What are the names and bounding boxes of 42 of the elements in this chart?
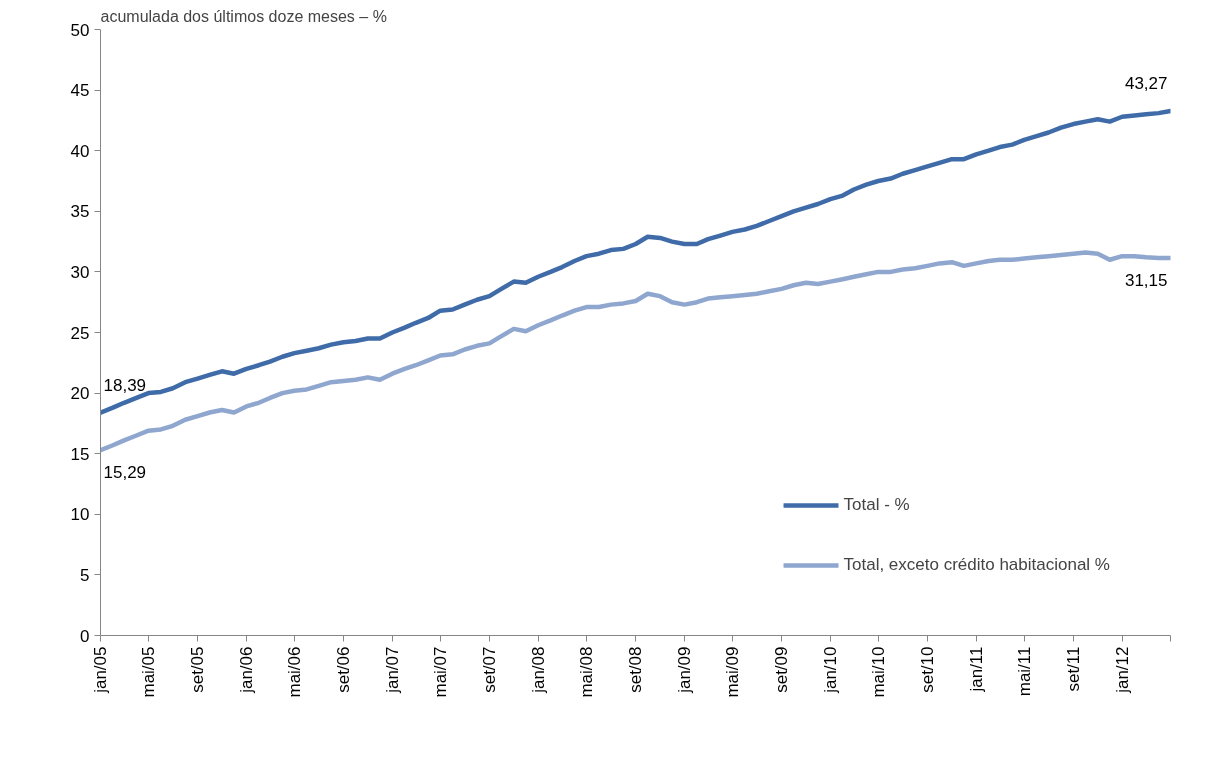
x-tick-label: mai/08 xyxy=(577,646,597,698)
legend-label: Total - % xyxy=(843,495,910,515)
x-tick-label: jan/08 xyxy=(528,646,548,694)
x-tick-label: jan/10 xyxy=(820,646,840,694)
x-tick-label: jan/06 xyxy=(236,646,256,694)
y-tick-label: 10 xyxy=(70,505,90,525)
x-tick-label: jan/09 xyxy=(674,646,694,694)
y-tick-label: 35 xyxy=(70,202,90,222)
data-label: 31,15 xyxy=(1124,270,1168,290)
x-tick-label: set/10 xyxy=(917,646,937,693)
x-tick-label: jan/12 xyxy=(1112,646,1132,694)
data-label: 43,27 xyxy=(1124,74,1168,94)
x-tick-label: set/07 xyxy=(479,646,499,693)
y-tick-label: 5 xyxy=(80,565,90,585)
y-tick-label: 25 xyxy=(70,323,90,343)
x-tick-label: mai/06 xyxy=(284,646,304,698)
x-tick-label: set/11 xyxy=(1063,646,1083,692)
x-tick-label: set/08 xyxy=(626,646,646,693)
y-tick-label: 30 xyxy=(70,262,90,282)
y-tick-label: 50 xyxy=(70,20,90,40)
y-tick-label: 40 xyxy=(70,141,90,161)
x-tick-label: set/09 xyxy=(772,646,792,693)
x-tick-label: mai/09 xyxy=(722,646,742,698)
chart-title: acumulada dos últimos doze meses – % xyxy=(100,7,387,25)
x-tick-label: mai/10 xyxy=(868,646,888,698)
x-tick-label: mai/11 xyxy=(1014,646,1034,697)
y-tick-label: 15 xyxy=(70,444,90,464)
x-tick-label: set/05 xyxy=(188,646,208,693)
x-tick-label: mai/05 xyxy=(138,646,158,698)
y-tick-label: 0 xyxy=(80,626,90,646)
x-tick-label: jan/05 xyxy=(91,646,110,694)
line-series xyxy=(100,250,1171,453)
x-tick-label: set/06 xyxy=(334,646,354,693)
y-tick-label: 20 xyxy=(70,384,90,404)
x-tick-label: mai/07 xyxy=(430,646,450,698)
x-tick-label: jan/07 xyxy=(382,646,402,694)
x-tick-label: jan/11 xyxy=(966,646,986,693)
legend-label: Total, exceto crédito habitacional % xyxy=(843,555,1110,575)
data-label: 15,29 xyxy=(103,463,147,483)
line-series xyxy=(100,108,1171,415)
y-tick-label: 45 xyxy=(70,81,90,101)
data-label: 18,39 xyxy=(103,375,147,395)
